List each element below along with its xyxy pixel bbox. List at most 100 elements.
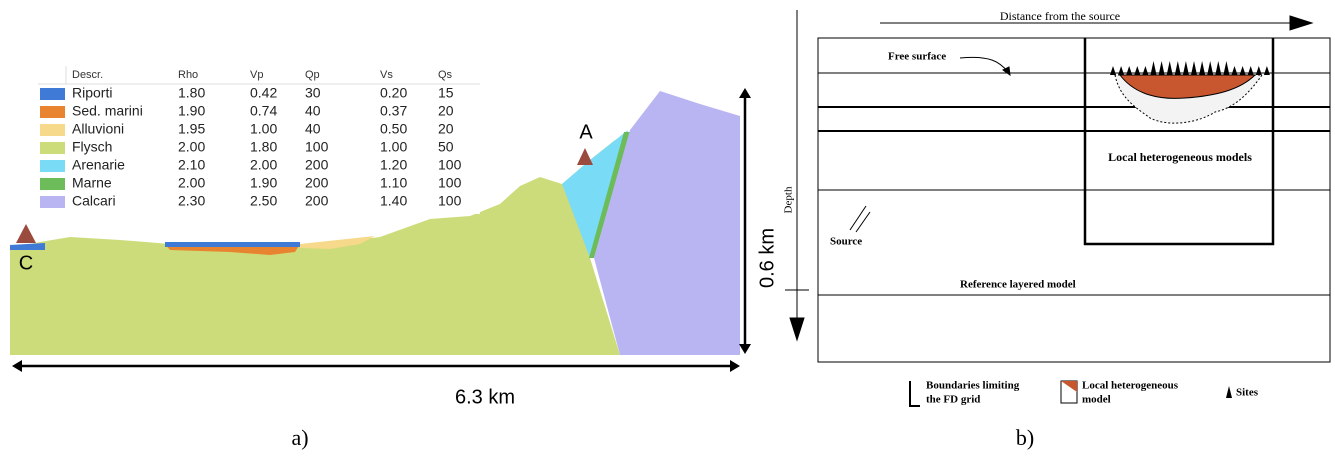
- source-symbol: [850, 206, 870, 232]
- site-marker: [1134, 66, 1140, 75]
- site-marker: [1159, 61, 1165, 75]
- site-marker: [577, 148, 593, 165]
- site-marker: [1142, 66, 1148, 75]
- table-cell: 1.80: [250, 139, 277, 155]
- legend-text: Local heterogeneous: [1082, 380, 1179, 392]
- color-swatch: [40, 160, 65, 172]
- site-marker: [1232, 66, 1238, 75]
- table-cell: 2.50: [250, 193, 277, 209]
- property-table: Descr. Rho Vp Qp Vs Qs Riporti 1.80 0.42 30 0.20 15…: [38, 66, 480, 214]
- site-marker: [1223, 61, 1229, 75]
- legend-text: the FD grid: [926, 394, 980, 406]
- local-heterogeneity: [1110, 61, 1270, 123]
- site-marker: [1240, 66, 1246, 75]
- legend-text: model: [1082, 394, 1111, 406]
- site-marker: [1183, 61, 1189, 75]
- site-marker: [1264, 66, 1270, 75]
- site-marker: [1207, 61, 1213, 75]
- table-cell: 20: [438, 121, 454, 137]
- height-label: 0.6 km: [756, 228, 778, 288]
- table-cell: 1.20: [380, 157, 407, 173]
- site-label: A: [579, 121, 593, 143]
- color-swatch: [40, 196, 65, 208]
- table-header: Vs: [380, 69, 393, 81]
- site-marker: [1118, 66, 1124, 75]
- table-cell: 200: [305, 157, 329, 173]
- color-swatch: [40, 124, 65, 136]
- table-cell: 0.42: [250, 85, 277, 101]
- table-cell: 2.00: [250, 157, 277, 173]
- table-header: Qp: [305, 69, 320, 81]
- table-cell: Arenarie: [72, 157, 125, 173]
- table-cell: 1.00: [380, 139, 407, 155]
- site-marker: [1110, 66, 1116, 75]
- site-marker: [1256, 66, 1262, 75]
- figure: A C Descr. Rho Vp Qp Vs Qs Riporti 1.80 0.42 30 0.…: [0, 0, 1335, 457]
- site-marker: [1215, 61, 1221, 75]
- table-cell: 200: [305, 193, 329, 209]
- color-swatch: [40, 88, 65, 100]
- reference-label: Reference layered model: [960, 279, 1076, 291]
- free-surface-label: Free surface: [888, 51, 946, 63]
- table-cell: 1.95: [178, 121, 205, 137]
- table-cell: Flysch: [72, 139, 112, 155]
- site-marker: [1199, 61, 1205, 75]
- table-cell: Calcari: [72, 193, 116, 209]
- table-cell: 2.00: [178, 139, 205, 155]
- table-header: Rho: [178, 69, 198, 81]
- table-cell: 40: [305, 121, 321, 137]
- table-cell: 15: [438, 85, 454, 101]
- table-cell: 0.50: [380, 121, 407, 137]
- table-header: Vp: [250, 69, 263, 81]
- depth-label: Depth: [783, 186, 795, 213]
- table-cell: 2.10: [178, 157, 205, 173]
- table-cell: 0.74: [250, 103, 277, 119]
- table-cell: 1.40: [380, 193, 407, 209]
- site-marker: [16, 224, 36, 243]
- legend-text: Sites: [1236, 387, 1259, 399]
- color-swatch: [40, 106, 65, 118]
- table-cell: 100: [438, 157, 462, 173]
- source-label: Source: [830, 236, 862, 248]
- site-label: C: [19, 252, 33, 274]
- site-marker: [1248, 66, 1254, 75]
- table-cell: Alluvioni: [72, 121, 124, 137]
- table-cell: 1.00: [250, 121, 277, 137]
- table-cell: 0.20: [380, 85, 407, 101]
- width-label: 6.3 km: [455, 386, 515, 408]
- table-cell: 50: [438, 139, 454, 155]
- table-cell: 100: [305, 139, 329, 155]
- table-cell: 200: [305, 175, 329, 191]
- calcari-layer: [594, 91, 740, 355]
- site-marker: [1126, 66, 1132, 75]
- table-cell: 1.90: [250, 175, 277, 191]
- table-cell: 100: [438, 193, 462, 209]
- legend: Boundaries limiting the FD grid Local he…: [910, 380, 1259, 406]
- table-cell: 2.30: [178, 193, 205, 209]
- table-cell: 30: [305, 85, 321, 101]
- table-cell: 1.10: [380, 175, 407, 191]
- distance-label: Distance from the source: [1000, 9, 1120, 23]
- legend-text: Boundaries limiting: [926, 380, 1020, 392]
- table-cell: 0.37: [380, 103, 407, 119]
- table-cell: 40: [305, 103, 321, 119]
- table-cell: Sed. marini: [72, 103, 143, 119]
- caption: a): [291, 425, 308, 450]
- table-cell: Riporti: [72, 85, 112, 101]
- caption: b): [1016, 425, 1034, 450]
- riporti-layer: [10, 243, 45, 250]
- site-marker: [1167, 61, 1173, 75]
- local-models-label: Local heterogeneous models: [1108, 150, 1252, 164]
- table-cell: Marne: [72, 175, 112, 191]
- table-header: Qs: [438, 69, 453, 81]
- site-marker: [1191, 61, 1197, 75]
- color-swatch: [40, 178, 65, 190]
- table-cell: 1.80: [178, 85, 205, 101]
- model-grid: [785, 10, 1330, 362]
- site-marker: [1175, 61, 1181, 75]
- table-cell: 100: [438, 175, 462, 191]
- site-marker: [1151, 61, 1157, 75]
- color-swatch: [40, 142, 65, 154]
- table-cell: 20: [438, 103, 454, 119]
- table-header: Descr.: [72, 69, 103, 81]
